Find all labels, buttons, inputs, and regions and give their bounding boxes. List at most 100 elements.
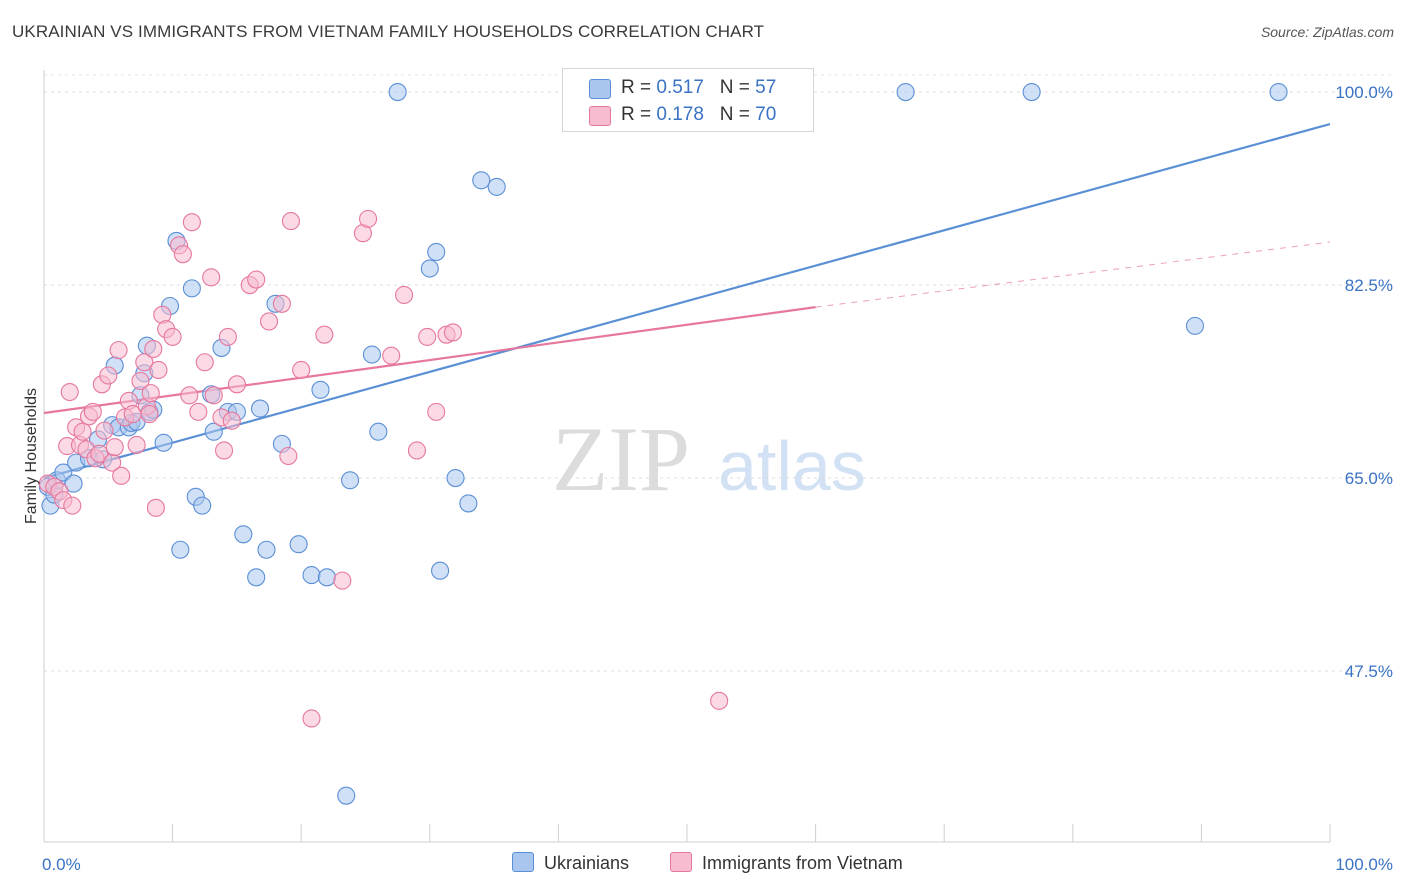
stats-legend: R = 0.517 N = 57 R = 0.178 N = 70 [562, 68, 814, 132]
point-vietnam [382, 346, 401, 365]
legend-n-value: 70 [755, 104, 777, 125]
legend-r-label: R = [621, 77, 657, 98]
point-vietnam [292, 360, 311, 380]
trend-lines [43, 122, 1331, 480]
point-vietnam [90, 444, 109, 463]
point-ukrainians [302, 566, 321, 585]
legend-n-value: 57 [755, 77, 777, 98]
point-vietnam [105, 438, 124, 457]
axes [43, 70, 1331, 843]
point-ukrainians [193, 496, 212, 515]
point-ukrainians [369, 422, 388, 441]
point-ukrainians [420, 259, 439, 278]
point-vietnam [173, 245, 192, 264]
x-tick-label: 100.0% [1335, 855, 1393, 874]
point-vietnam [182, 213, 201, 232]
trend-line-ukrainians [43, 122, 1331, 480]
watermark-zip: ZIP [552, 408, 690, 510]
point-vietnam [218, 327, 237, 346]
point-vietnam [95, 421, 114, 440]
point-ukrainians [459, 494, 478, 513]
y-tick-label: 65.0% [1345, 469, 1393, 488]
point-ukrainians [341, 471, 360, 490]
point-ukrainians [337, 786, 356, 805]
trend-line-vietnam [43, 306, 816, 415]
y-axis-label: Family Households [23, 388, 40, 524]
point-ukrainians [171, 540, 190, 559]
point-vietnam [189, 402, 208, 421]
legend-swatch-ukrainians [589, 79, 611, 99]
point-ukrainians [431, 561, 450, 580]
point-vietnam [710, 691, 729, 710]
point-ukrainians [487, 177, 506, 196]
point-ukrainians [362, 345, 381, 364]
point-vietnam [180, 386, 199, 405]
point-ukrainians [446, 469, 465, 488]
bottom-legend-label-ukrainians: Ukrainians [544, 853, 630, 873]
legend-r-value: 0.178 [656, 104, 704, 125]
y-tick-label: 100.0% [1335, 83, 1393, 102]
legend-n-label: N = [719, 77, 756, 98]
point-vietnam [333, 571, 352, 590]
legend-swatch-vietnam [589, 106, 611, 126]
point-vietnam [395, 285, 414, 305]
point-vietnam [407, 441, 426, 460]
point-vietnam [141, 384, 160, 403]
point-vietnam [359, 209, 378, 228]
point-ukrainians [1022, 83, 1041, 102]
axis-labels: 47.5% 65.0% 82.5% 100.0% 0.0% 100.0% Family Ho… [23, 83, 1393, 874]
point-vietnam [112, 466, 131, 485]
x-tick-label: 0.0% [42, 855, 81, 874]
bottom-legend-swatch-ukrainians [512, 852, 534, 872]
legend-r-label: R = [621, 104, 657, 125]
point-ukrainians [896, 83, 915, 102]
point-vietnam [279, 446, 298, 466]
point-ukrainians [317, 568, 336, 587]
point-vietnam [140, 405, 159, 424]
bottom-legend-ukrainians: Ukrainians [512, 852, 629, 874]
point-vietnam [149, 360, 168, 380]
point-vietnam [163, 327, 182, 346]
legend-r-value: 0.517 [656, 77, 704, 98]
point-ukrainians [1185, 316, 1205, 335]
point-vietnam [83, 402, 102, 421]
point-vietnam [302, 709, 321, 728]
point-ukrainians [182, 279, 201, 298]
point-vietnam [222, 411, 241, 430]
point-ukrainians [427, 242, 446, 262]
point-vietnam [195, 353, 214, 372]
point-ukrainians [257, 540, 276, 559]
point-vietnam [73, 422, 92, 441]
point-ukrainians [311, 380, 330, 399]
point-vietnam [144, 339, 163, 359]
watermark-atlas: atlas [718, 427, 866, 505]
point-vietnam [259, 312, 279, 331]
point-vietnam [443, 323, 462, 342]
bottom-legend-label-vietnam: Immigrants from Vietnam [702, 853, 903, 873]
trend-line-vietnam [815, 241, 1331, 308]
grid-lines [44, 74, 1393, 672]
point-vietnam [135, 353, 154, 372]
point-ukrainians [154, 433, 173, 452]
bottom-legend-swatch-vietnam [670, 852, 692, 872]
point-vietnam [146, 498, 165, 517]
point-vietnam [418, 327, 437, 346]
point-vietnam [127, 435, 146, 455]
legend-row-vietnam: R = 0.178 N = 70 [563, 101, 813, 129]
point-vietnam [247, 270, 266, 289]
point-vietnam [315, 325, 334, 344]
point-ukrainians [388, 83, 407, 102]
point-vietnam [204, 386, 223, 405]
point-vietnam [202, 268, 221, 287]
point-vietnam [60, 382, 79, 402]
data-points [38, 83, 1288, 805]
point-vietnam [227, 375, 246, 394]
point-vietnam [109, 341, 128, 360]
point-vietnam [131, 371, 150, 391]
chart-title: UKRAINIAN VS IMMIGRANTS FROM VIETNAM FAM… [12, 22, 765, 41]
legend-row-ukrainians: R = 0.517 N = 57 [563, 74, 813, 102]
point-ukrainians [64, 474, 83, 493]
point-ukrainians [204, 422, 223, 441]
point-vietnam [99, 366, 118, 385]
